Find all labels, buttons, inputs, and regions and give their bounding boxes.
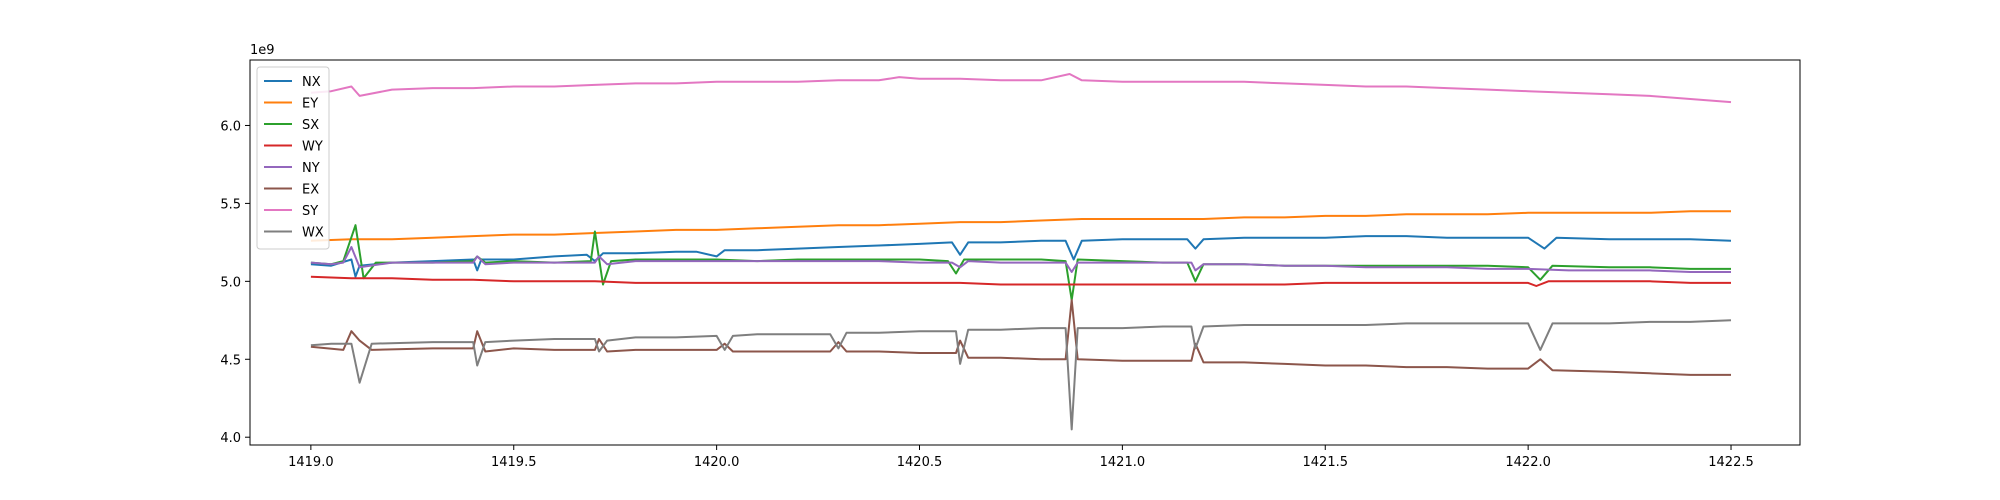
x-tick-label: 1421.0	[1100, 455, 1146, 470]
series-line-ey	[310, 210, 1731, 242]
legend-box	[256, 66, 330, 250]
legend-label-wy: WY	[302, 140, 323, 155]
y-tick-label: 4.5	[220, 353, 241, 368]
y-offset-text: 1e9	[250, 43, 275, 58]
plot-area	[310, 73, 1732, 431]
axes-frame	[249, 59, 1801, 446]
x-tick-label: 1420.0	[694, 455, 740, 470]
y-axis: 4.0 4.5 5.0 5.5 6.0	[220, 119, 250, 446]
x-axis: 1419.0 1419.5 1420.0 1420.5 1421.0 1421.5 1422…	[288, 445, 1754, 470]
x-tick-label: 1422.5	[1708, 455, 1754, 470]
legend-label-ey: EY	[302, 97, 318, 112]
legend-label-ex: EX	[302, 183, 319, 198]
x-tick-label: 1420.5	[897, 455, 943, 470]
y-tick-label: 6.0	[220, 119, 241, 134]
y-tick-label: 4.0	[220, 431, 241, 446]
x-tick-label: 1422.0	[1505, 455, 1551, 470]
legend-label-sx: SX	[302, 118, 319, 133]
legend: NX EY SX WY NY EX SY WX	[256, 66, 330, 250]
y-tick-label: 5.5	[220, 197, 241, 212]
legend-label-ny: NY	[302, 161, 320, 176]
legend-label-wx: WX	[302, 226, 324, 241]
legend-label-sy: SY	[302, 204, 318, 219]
x-tick-label: 1419.0	[288, 455, 334, 470]
series-line-ex	[310, 299, 1731, 376]
series-line-sy	[310, 73, 1732, 104]
series-line-nx	[310, 235, 1732, 278]
x-tick-label: 1419.5	[491, 455, 537, 470]
legend-label-nx: NX	[302, 75, 321, 90]
y-tick-label: 5.0	[220, 275, 241, 290]
series-line-wy	[310, 275, 1731, 287]
series-line-wx	[310, 319, 1732, 431]
series-line-ny	[310, 246, 1731, 273]
x-tick-label: 1421.5	[1303, 455, 1349, 470]
